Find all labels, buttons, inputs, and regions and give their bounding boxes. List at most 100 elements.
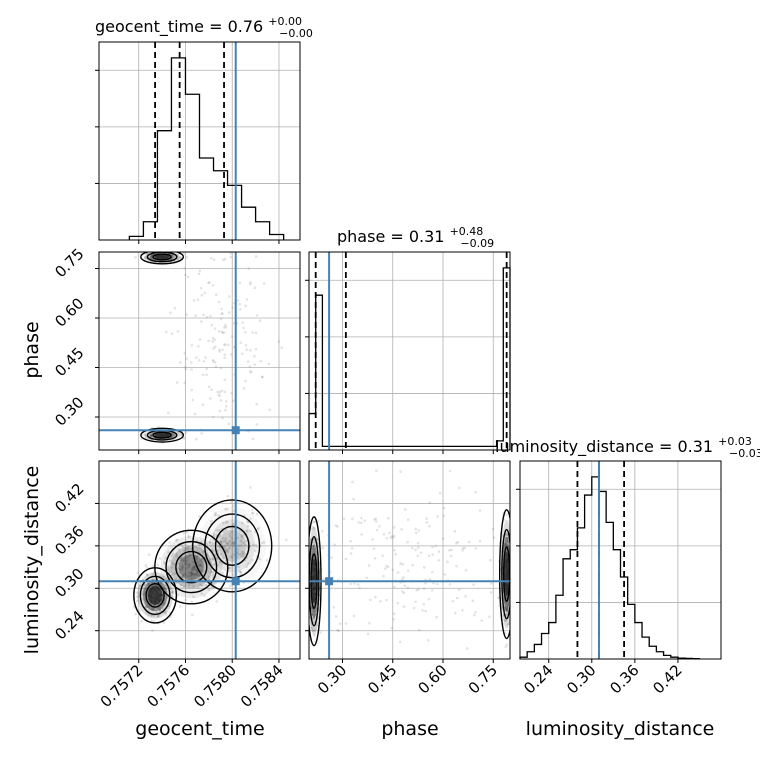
sample-point: [414, 531, 418, 535]
sample-point: [373, 556, 377, 560]
sample-point: [164, 434, 167, 438]
sample-point: [224, 408, 227, 412]
sample-point: [171, 591, 175, 595]
sample-point: [435, 615, 438, 619]
sample-point: [191, 573, 194, 577]
sample-point: [248, 282, 252, 286]
y-tick-label-phase: 0.30: [51, 393, 87, 429]
sample-point: [332, 606, 336, 609]
sample-point: [151, 607, 154, 611]
sample-point: [156, 256, 159, 259]
sample-point: [211, 340, 215, 343]
sample-point: [313, 613, 317, 617]
sample-point: [227, 547, 231, 551]
sample-point: [161, 434, 165, 438]
sample-point: [177, 256, 180, 259]
sample-point: [223, 544, 227, 548]
sample-point: [211, 542, 215, 545]
sample-point: [155, 255, 158, 258]
sample-point: [195, 554, 199, 558]
sample-point: [181, 575, 185, 578]
sample-point: [463, 546, 466, 550]
sample-point: [238, 569, 241, 573]
sample-point: [385, 598, 388, 602]
sample-point: [311, 544, 314, 548]
sample-point: [185, 578, 189, 581]
sample-point: [246, 520, 249, 524]
sample-point: [181, 545, 185, 549]
sample-point: [157, 255, 161, 259]
sample-point: [312, 613, 316, 617]
sample-point: [456, 540, 460, 544]
sample-point: [301, 566, 304, 569]
sample-point: [197, 272, 201, 276]
sample-point: [197, 577, 200, 581]
sample-point: [330, 556, 333, 559]
sample-point: [260, 375, 264, 379]
sample-point: [411, 563, 414, 567]
sample-point: [310, 553, 314, 556]
sample-point: [506, 539, 510, 542]
sample-point: [505, 533, 509, 537]
sample-point: [310, 527, 313, 531]
sample-point: [232, 523, 235, 527]
sample-point: [202, 245, 205, 248]
sample-point: [158, 433, 161, 436]
sample-point: [188, 563, 191, 566]
sample-point: [136, 571, 140, 574]
sample-point: [231, 504, 235, 508]
sample-point: [321, 529, 324, 533]
sample-point: [149, 256, 153, 260]
sample-point: [179, 255, 182, 259]
sample-point: [268, 408, 272, 412]
sample-point: [321, 546, 325, 550]
sample-point: [163, 255, 167, 259]
sample-point: [255, 545, 258, 549]
sample-point: [239, 552, 243, 556]
sample-point: [505, 607, 508, 610]
sample-point: [511, 573, 514, 576]
sample-point: [160, 254, 164, 258]
sample-point: [160, 434, 164, 438]
sample-point: [160, 434, 164, 438]
sample-point: [169, 570, 172, 573]
sample-point: [511, 576, 514, 579]
sample-point: [187, 547, 190, 550]
sample-point: [224, 325, 228, 329]
y-tick-label-luminosity_distance: 0.42: [51, 480, 87, 516]
sample-point: [249, 371, 253, 374]
sample-point: [336, 628, 339, 632]
sample-point: [229, 535, 232, 538]
sample-point: [166, 433, 170, 437]
sample-point: [166, 568, 170, 572]
sample-point: [224, 536, 228, 540]
sample-point: [163, 435, 166, 438]
sample-point: [184, 547, 188, 550]
sample-point: [248, 365, 252, 368]
sample-point: [213, 338, 216, 342]
sample-point: [167, 411, 170, 415]
x-tick-label-geocent_time: 0.7580: [190, 661, 240, 711]
sample-point: [192, 566, 196, 570]
sample-point: [249, 369, 252, 373]
sample-point: [164, 256, 168, 260]
sample-point: [242, 555, 245, 559]
sample-point: [474, 490, 477, 494]
sample-point: [314, 627, 317, 630]
sample-point: [504, 645, 508, 649]
sample-point: [432, 581, 435, 585]
sample-point: [200, 592, 203, 595]
x-tick-label-luminosity_distance: 0.36: [606, 661, 642, 697]
sample-point: [511, 598, 514, 601]
sample-point: [241, 536, 244, 539]
sample-point: [187, 563, 191, 567]
hist-panel-geocent_time: [95, 41, 301, 244]
sample-point: [226, 541, 229, 545]
sample-point: [227, 343, 230, 347]
sample-point: [213, 345, 217, 349]
sample-point: [138, 609, 142, 612]
sample-point: [192, 499, 195, 502]
sample-point: [352, 614, 356, 618]
title-geocent-time: geocent_time = 0.76 +0.00 −0.00: [95, 10, 313, 40]
sample-point: [311, 617, 315, 621]
